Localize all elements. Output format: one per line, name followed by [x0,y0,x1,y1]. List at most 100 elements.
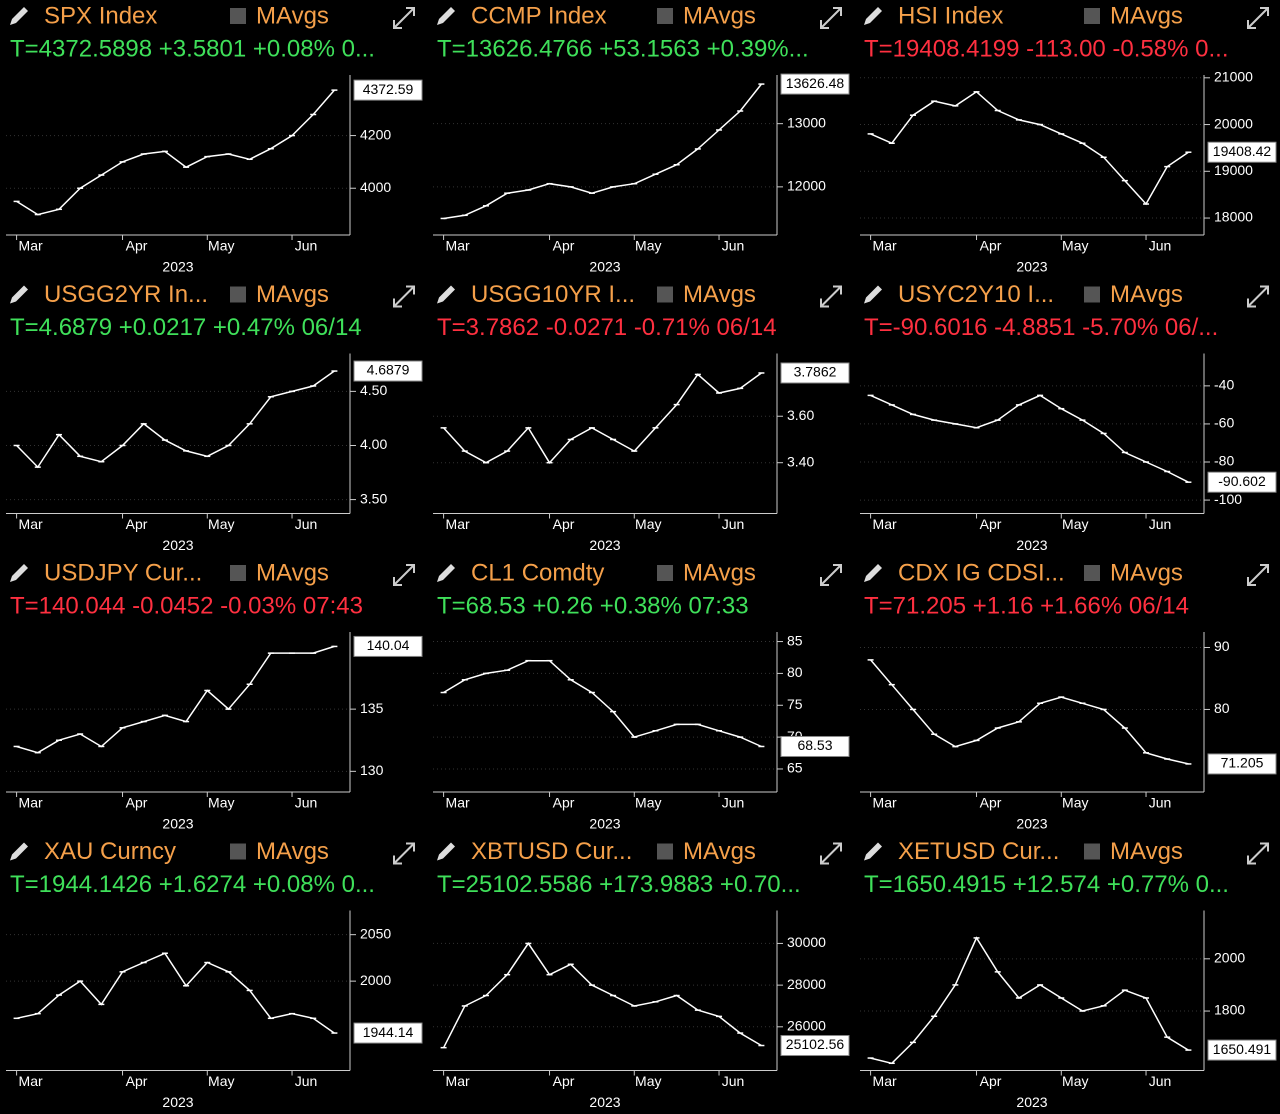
y-tick-label: 3.40 [787,453,814,469]
y-tick-label: 13000 [787,114,826,130]
legend-swatch[interactable] [657,565,673,581]
legend-swatch[interactable] [230,565,246,581]
edit-icon[interactable] [10,285,28,304]
expand-icon[interactable] [820,285,842,308]
chart-panel: CCMP Index MAvgs T=13626.4766 +53.1563 +0.… [433,2,850,275]
x-tick-label: Apr [980,238,1002,254]
expand-icon[interactable] [393,842,415,865]
x-tick-label: Apr [980,795,1002,811]
x-tick-label: Jun [722,795,745,811]
legend-label: MAvgs [1110,2,1183,29]
chart-title: CCMP Index [471,2,607,29]
last-value-label: 1944.14 [363,1024,414,1040]
legend-label: MAvgs [256,2,329,29]
y-tick-label: 4200 [360,126,391,142]
x-axis-label: 2023 [162,816,193,832]
legend-swatch[interactable] [657,843,673,860]
expand-icon[interactable] [820,842,842,865]
y-tick-label: 130 [360,762,384,778]
x-axis-label: 2023 [1016,537,1047,553]
x-tick-label: Mar [873,795,897,811]
y-tick-label: 2000 [1214,950,1245,966]
x-tick-label: May [1062,516,1088,532]
edit-icon[interactable] [437,7,455,25]
legend-swatch[interactable] [230,286,246,303]
x-tick-label: Mar [19,1073,43,1089]
last-value-label: 4.6879 [367,362,410,378]
edit-icon[interactable] [10,842,28,861]
edit-icon[interactable] [864,285,882,304]
edit-icon[interactable] [864,564,882,582]
legend-swatch[interactable] [657,8,673,24]
expand-icon[interactable] [1247,564,1269,586]
edit-icon[interactable] [437,842,455,861]
x-tick-label: Mar [446,1073,470,1089]
x-tick-label: Jun [1149,1073,1172,1089]
chart-panel: SPX Index MAvgs T=4372.5898 +3.5801 +0.08%… [6,2,423,275]
chart-title: USDJPY Cur... [44,559,202,586]
expand-icon[interactable] [393,564,415,586]
legend-swatch[interactable] [230,843,246,860]
x-tick-label: Jun [295,795,318,811]
last-value-label: 68.53 [797,737,832,753]
last-value-label: 140.04 [367,637,410,653]
chart-title: XETUSD Cur... [898,838,1059,865]
x-tick-label: Mar [873,1073,897,1089]
edit-icon[interactable] [437,285,455,304]
quote-line: T=13626.4766 +53.1563 +0.39%... [437,35,809,62]
legend-swatch[interactable] [1084,8,1100,24]
expand-icon[interactable] [820,7,842,29]
x-axis-label: 2023 [589,1094,620,1110]
expand-icon[interactable] [820,564,842,586]
x-tick-label: May [635,1073,661,1089]
legend-label: MAvgs [256,838,329,865]
last-value-box [353,79,423,101]
legend-swatch[interactable] [230,8,246,24]
edit-icon[interactable] [10,7,28,25]
edit-icon[interactable] [864,842,882,861]
y-tick-label: 1800 [1214,1002,1245,1018]
edit-icon[interactable] [437,564,455,582]
x-tick-label: Jun [1149,238,1172,254]
last-value-box [353,1022,423,1044]
x-tick-label: Mar [19,795,43,811]
x-axis-label: 2023 [162,259,193,275]
last-value-box [1207,753,1277,775]
x-tick-label: May [635,516,661,532]
legend-swatch[interactable] [1084,843,1100,860]
last-value-label: 19408.42 [1213,143,1272,159]
y-tick-label: 85 [787,632,803,648]
chart-title: SPX Index [44,2,157,29]
y-tick-label: -40 [1214,377,1234,393]
legend-swatch[interactable] [657,286,673,303]
expand-icon[interactable] [1247,842,1269,865]
x-tick-label: Mar [446,795,470,811]
quote-line: T=1944.1426 +1.6274 +0.08% 0... [10,871,375,898]
expand-icon[interactable] [393,285,415,308]
edit-icon[interactable] [864,7,882,25]
expand-icon[interactable] [1247,285,1269,308]
x-tick-label: May [208,238,234,254]
x-tick-label: Jun [1149,516,1172,532]
last-value-label: 13626.48 [786,75,845,91]
last-value-label: 71.205 [1221,755,1264,771]
x-tick-label: Apr [553,238,575,254]
edit-icon[interactable] [10,564,28,582]
y-tick-label: -80 [1214,453,1234,469]
x-tick-label: Jun [1149,795,1172,811]
x-tick-label: Apr [553,516,575,532]
price-line [442,942,762,1049]
price-line [870,936,1189,1065]
last-value-box [780,1035,850,1057]
expand-icon[interactable] [393,7,415,29]
legend-swatch[interactable] [1084,565,1100,581]
y-tick-label: 20000 [1214,115,1253,131]
x-tick-label: May [208,795,234,811]
expand-icon[interactable] [1247,7,1269,29]
chart-title: CL1 Comdty [471,559,604,586]
legend-swatch[interactable] [1084,286,1100,303]
x-tick-label: Mar [19,238,43,254]
y-tick-label: 75 [787,696,803,712]
quote-line: T=4372.5898 +3.5801 +0.08% 0... [10,35,375,62]
x-tick-label: Jun [722,238,745,254]
